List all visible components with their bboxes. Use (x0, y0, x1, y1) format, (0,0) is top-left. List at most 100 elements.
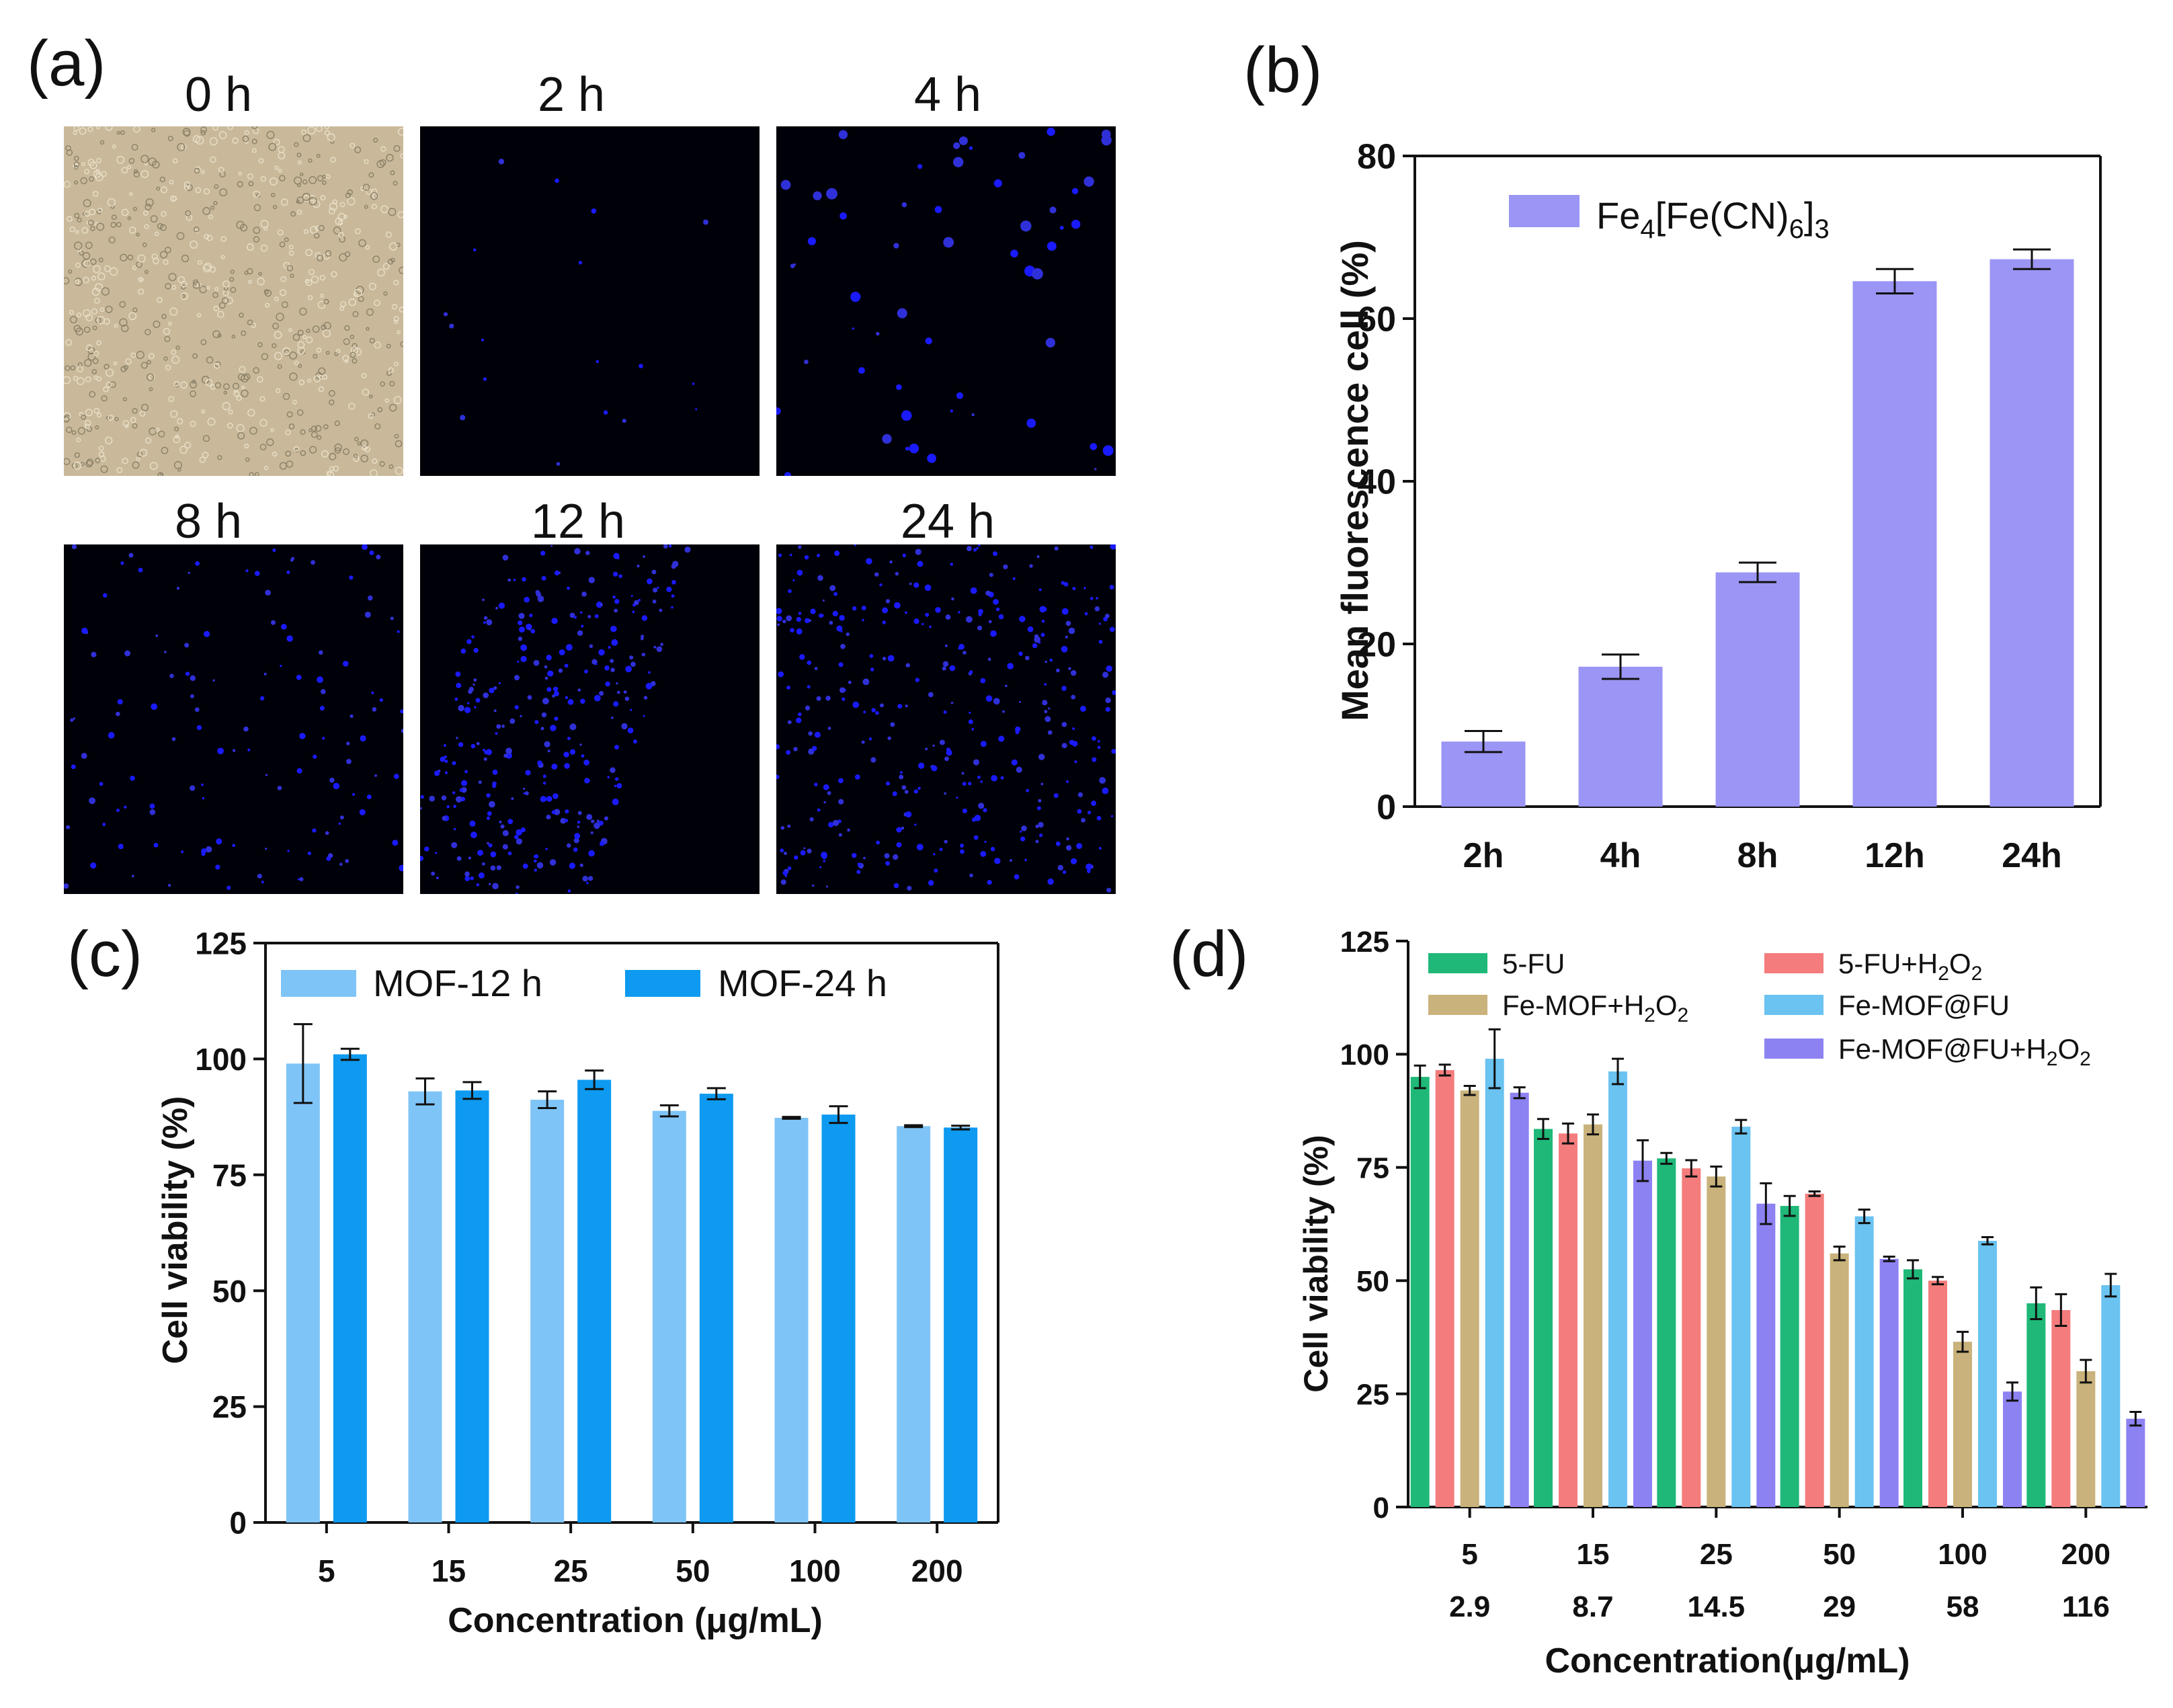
fluorescent-cell (980, 678, 986, 684)
cell-outline (394, 362, 399, 366)
cell-outline (133, 171, 140, 177)
fluorescent-cell (928, 692, 934, 698)
cell-outline (149, 387, 153, 391)
fluorescent-cell (838, 833, 842, 837)
fluorescent-cell (466, 639, 472, 645)
fluorescent-cell (971, 413, 975, 417)
cell-outline (171, 356, 180, 364)
cell-outline (313, 375, 321, 382)
fluorescent-cell (524, 791, 529, 796)
fluorescent-cell (928, 880, 934, 886)
fluorescent-cell (265, 589, 271, 596)
chart-c-ytick-label: 25 (212, 1389, 247, 1424)
fluorescent-cell (969, 146, 973, 151)
fluorescent-cell (541, 712, 547, 718)
fluorescent-cell (1032, 643, 1038, 649)
cell-outline (169, 179, 174, 185)
fluorescent-cell (643, 555, 645, 558)
fluorescent-cell (1101, 129, 1111, 139)
fluorescent-cell (507, 578, 511, 582)
cell-outline (311, 276, 319, 284)
cell-outline (354, 437, 359, 442)
fluorescent-cell (467, 702, 470, 704)
cell-outline (170, 410, 178, 418)
fluorescent-cell (265, 774, 268, 776)
fluorescent-cell (929, 625, 932, 628)
fluorescent-cell (492, 769, 498, 775)
cell-outline (73, 161, 80, 167)
cell-outline (96, 316, 106, 325)
cell-outline (203, 188, 210, 195)
fluorescent-cell (1106, 665, 1112, 672)
cell-outline (136, 233, 140, 237)
cell-outline (122, 397, 127, 402)
chart-c-category-label: 200 (911, 1553, 963, 1588)
fluorescent-cell (838, 799, 844, 805)
chart-c-ytick-label: 50 (212, 1274, 247, 1309)
fluorescent-cell (896, 384, 902, 391)
cell-outline (209, 137, 218, 146)
cell-outline (297, 341, 305, 349)
fluorescent-cell (934, 868, 938, 873)
chart-b-ytick-label: 20 (1357, 626, 1396, 665)
fluorescent-cell (1062, 870, 1067, 875)
cell-outline (247, 409, 255, 417)
fluorescent-cell (522, 863, 528, 869)
fluorescent-cell (81, 627, 88, 635)
fluorescent-cell (596, 360, 600, 364)
fluorescent-cell (481, 338, 485, 342)
cell-outline (281, 301, 288, 309)
fluorescent-cell (610, 767, 616, 773)
fluorescent-cell (1036, 555, 1040, 559)
cell-outline (93, 265, 101, 274)
chart-c-bar (577, 1080, 612, 1522)
cell-outline (94, 298, 100, 304)
cell-outline (334, 447, 341, 454)
fluorescent-cell (483, 757, 487, 761)
fluorescent-cell (1098, 622, 1101, 625)
cell-outline (190, 240, 198, 249)
fluorescent-cell (823, 801, 826, 804)
cell-outline (64, 412, 71, 421)
cell-outline (218, 131, 227, 139)
cell-outline (168, 321, 172, 326)
fluorescent-cell (501, 724, 505, 728)
fluorescent-cell (552, 793, 559, 799)
cell-outline (64, 277, 70, 285)
fluorescent-cell (953, 157, 964, 167)
cell-outline (321, 450, 329, 458)
chart-d-xlabel: Concentration(μg/mL) (1545, 1641, 1910, 1680)
fluorescent-cell (190, 694, 194, 698)
fluorescence-image-12h (420, 544, 760, 894)
fluorescent-cell (823, 784, 829, 790)
cell-outline (379, 159, 386, 166)
fluorescent-cell (1047, 127, 1055, 136)
fluorescent-cell (217, 747, 224, 755)
fluorescent-cell (652, 600, 657, 604)
fluorescent-cell (131, 875, 134, 878)
fluorescent-cell (443, 312, 448, 317)
cell-outline (192, 281, 200, 289)
fluorescent-cell (816, 553, 821, 557)
cell-outline (241, 385, 245, 390)
cell-outline (214, 184, 219, 189)
fluorescent-cell (861, 740, 865, 744)
fluorescent-cell (776, 616, 782, 622)
fluorescent-cell (493, 686, 497, 690)
fluorescent-cell (800, 850, 806, 856)
fluorescent-cell (317, 676, 323, 684)
cell-outline (83, 359, 92, 367)
cell-outline (157, 472, 163, 476)
cell-outline (350, 334, 355, 339)
cell-outline (105, 305, 113, 313)
fluorescent-cell (798, 545, 802, 549)
fluorescent-cell (254, 571, 260, 576)
cell-outline (260, 244, 268, 252)
cell-outline (298, 364, 302, 368)
chart-d-ytick-label: 0 (1373, 1492, 1389, 1524)
fluorescent-cell (527, 695, 532, 700)
cell-outline (91, 288, 100, 296)
fluorescent-cell (1094, 606, 1100, 612)
cell-outline (300, 429, 306, 435)
